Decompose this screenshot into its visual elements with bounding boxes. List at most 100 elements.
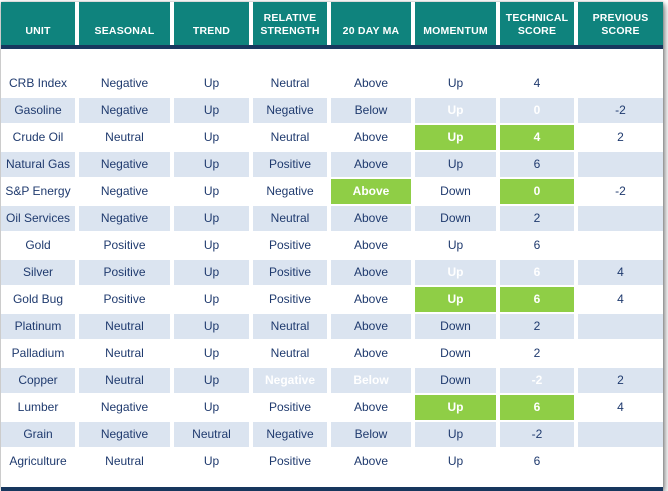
- value-cell: Above: [331, 233, 415, 260]
- table-row: CRB Index Negative Up Neutral Above Up 4: [1, 49, 663, 98]
- value-cell: Neutral: [253, 341, 331, 368]
- value-cell: Down: [415, 368, 500, 395]
- value-cell: Up: [174, 206, 253, 233]
- value-cell: Negative: [79, 179, 174, 206]
- column-header-seasonal: SEASONAL: [79, 2, 174, 45]
- value-cell: Up: [174, 260, 253, 287]
- value-cell: 2: [500, 206, 578, 233]
- value-cell: Neutral: [253, 49, 331, 98]
- value-cell: 6: [500, 233, 578, 260]
- unit-cell: Oil Services: [1, 206, 79, 233]
- table-row: Lumber Negative Up Positive Above Up 6 4: [1, 395, 663, 422]
- table-row: Silver Positive Up Positive Above Up 6 4: [1, 260, 663, 287]
- value-cell: Negative: [79, 152, 174, 179]
- value-cell: Up: [415, 152, 500, 179]
- value-cell: 4: [500, 49, 578, 98]
- column-header-previous-score: PREVIOUS SCORE: [578, 2, 663, 45]
- column-header-relative-strength: RELATIVE STRENGTH: [253, 2, 331, 45]
- table-row: Agriculture Neutral Up Positive Above Up 6: [1, 449, 663, 476]
- table-row: Gasoline Negative Up Negative Below Up 0 -2: [1, 98, 663, 125]
- column-header-trend: TREND: [174, 2, 253, 45]
- value-cell: Negative: [79, 49, 174, 98]
- value-cell: [578, 233, 663, 260]
- value-cell: Positive: [253, 449, 331, 476]
- value-cell: Above: [331, 449, 415, 476]
- value-cell: [578, 422, 663, 449]
- value-cell: -2: [578, 179, 663, 206]
- value-cell: Up: [415, 395, 500, 422]
- value-cell: Positive: [79, 233, 174, 260]
- value-cell: Up: [415, 422, 500, 449]
- bottom-border: [1, 487, 663, 491]
- unit-cell: Platinum: [1, 314, 79, 341]
- unit-cell: Gold: [1, 233, 79, 260]
- table-row: Gold Bug Positive Up Positive Above Up 6 4: [1, 287, 663, 314]
- value-cell: Positive: [253, 233, 331, 260]
- value-cell: 4: [578, 260, 663, 287]
- table-footer: [1, 476, 663, 491]
- value-cell: Up: [174, 287, 253, 314]
- unit-cell: Gold Bug: [1, 287, 79, 314]
- table-row: Platinum Neutral Up Neutral Above Down 2: [1, 314, 663, 341]
- value-cell: 4: [500, 125, 578, 152]
- value-cell: Above: [331, 395, 415, 422]
- value-cell: Up: [415, 125, 500, 152]
- value-cell: 6: [500, 395, 578, 422]
- value-cell: 6: [500, 449, 578, 476]
- value-cell: Up: [174, 341, 253, 368]
- value-cell: Neutral: [79, 314, 174, 341]
- value-cell: 4: [578, 395, 663, 422]
- value-cell: Neutral: [79, 125, 174, 152]
- value-cell: Negative: [253, 422, 331, 449]
- value-cell: Up: [174, 125, 253, 152]
- value-cell: -2: [578, 98, 663, 125]
- column-header-momentum: MOMENTUM: [415, 2, 500, 45]
- spacer-row: [1, 476, 663, 487]
- value-cell: [578, 341, 663, 368]
- value-cell: 6: [500, 260, 578, 287]
- column-header-unit: UNIT: [1, 2, 79, 45]
- value-cell: Neutral: [174, 422, 253, 449]
- value-cell: Up: [174, 152, 253, 179]
- value-cell: Positive: [253, 260, 331, 287]
- value-cell: Up: [174, 368, 253, 395]
- value-cell: Up: [415, 233, 500, 260]
- value-cell: Positive: [253, 287, 331, 314]
- table-row: Copper Neutral Up Negative Below Down -2 2: [1, 368, 663, 395]
- table-row: Crude Oil Neutral Up Neutral Above Up 4 2: [1, 125, 663, 152]
- header-underline: [1, 45, 663, 49]
- value-cell: Above: [331, 152, 415, 179]
- value-cell: Above: [331, 341, 415, 368]
- value-cell: Up: [415, 98, 500, 125]
- value-cell: Negative: [79, 422, 174, 449]
- table-row: Natural Gas Negative Up Positive Above Up 6: [1, 152, 663, 179]
- value-cell: Above: [331, 287, 415, 314]
- value-cell: [578, 449, 663, 476]
- value-cell: Up: [174, 314, 253, 341]
- value-cell: Positive: [253, 395, 331, 422]
- value-cell: Up: [415, 449, 500, 476]
- unit-cell: Grain: [1, 422, 79, 449]
- unit-cell: S&P Energy: [1, 179, 79, 206]
- unit-cell: Lumber: [1, 395, 79, 422]
- value-cell: -2: [500, 422, 578, 449]
- table-row: Grain Negative Neutral Negative Below Up -2: [1, 422, 663, 449]
- value-cell: Negative: [79, 206, 174, 233]
- value-cell: Up: [174, 395, 253, 422]
- unit-cell: Palladium: [1, 341, 79, 368]
- value-cell: Above: [331, 179, 415, 206]
- value-cell: Down: [415, 341, 500, 368]
- value-cell: Above: [331, 49, 415, 98]
- unit-cell: Gasoline: [1, 98, 79, 125]
- value-cell: Up: [415, 49, 500, 98]
- value-cell: Neutral: [253, 125, 331, 152]
- value-cell: Neutral: [79, 341, 174, 368]
- value-cell: Up: [174, 98, 253, 125]
- unit-cell: Crude Oil: [1, 125, 79, 152]
- value-cell: 0: [500, 98, 578, 125]
- value-cell: Neutral: [79, 449, 174, 476]
- value-cell: [578, 206, 663, 233]
- value-cell: Above: [331, 260, 415, 287]
